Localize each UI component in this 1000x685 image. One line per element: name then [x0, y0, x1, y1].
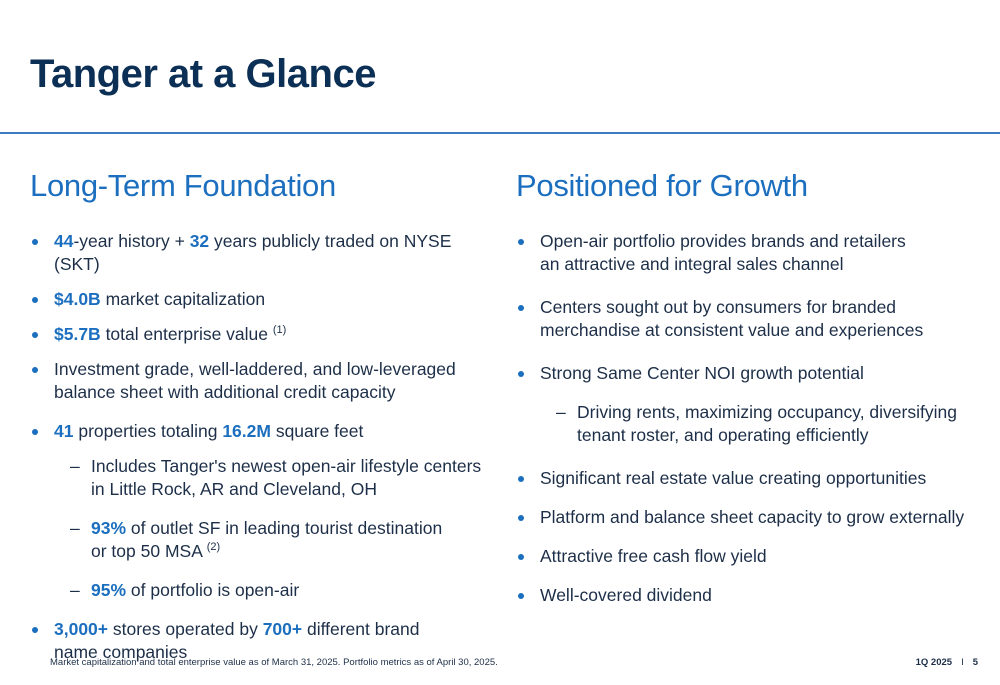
- item-text: of outlet SF in leading tourist destinat…: [126, 518, 443, 538]
- highlight-value: 16.2M: [222, 421, 271, 441]
- highlight-value: $5.7B: [54, 324, 101, 344]
- highlight-value: 41: [54, 421, 74, 441]
- page-number: 5: [972, 657, 978, 668]
- list-item: $4.0B market capitalization: [30, 288, 500, 311]
- right-bullet-list: Open-air portfolio provides brands and r…: [516, 230, 986, 607]
- highlight-value: 93%: [91, 518, 127, 538]
- list-item: 44-year history + 32 years publicly trad…: [30, 230, 500, 276]
- item-text: tenant roster, and operating efficiently: [577, 425, 869, 445]
- highlight-value: 95%: [91, 580, 127, 600]
- list-item: Attractive free cash flow yield: [516, 545, 986, 568]
- list-item: Well-covered dividend: [516, 584, 986, 607]
- item-text: Open-air portfolio provides brands and r…: [540, 231, 906, 251]
- item-text: Investment grade, well-laddered, and low…: [54, 359, 456, 379]
- item-text: -year history +: [73, 231, 190, 251]
- sub-list-item: 95% of portfolio is open-air: [30, 579, 500, 602]
- highlight-value: 44: [54, 231, 74, 251]
- highlight-value: 700+: [262, 619, 303, 639]
- footnote-marker: (1): [272, 324, 287, 336]
- footer-page-info: 1Q 2025 I 5: [916, 657, 978, 668]
- list-item: Platform and balance sheet capacity to g…: [516, 506, 986, 529]
- item-text: an attractive and integral sales channel: [540, 254, 844, 274]
- highlight-value: $4.0B: [54, 289, 101, 309]
- item-text: Centers sought out by consumers for bran…: [540, 297, 897, 317]
- left-bullet-list: 44-year history + 32 years publicly trad…: [30, 230, 500, 664]
- item-text: total enterprise value: [100, 324, 273, 344]
- right-column-heading: Positioned for Growth: [516, 168, 808, 203]
- header-divider: [0, 132, 1000, 134]
- list-item: Investment grade, well-laddered, and low…: [30, 358, 500, 404]
- page-title: Tanger at a Glance: [30, 52, 376, 96]
- item-text: market capitalization: [100, 289, 266, 309]
- footer-period: 1Q 2025: [915, 657, 953, 668]
- item-text: Driving rents, maximizing occupancy, div…: [577, 402, 957, 422]
- footer-separator: I: [961, 657, 964, 668]
- sub-list-item: Includes Tanger's newest open-air lifest…: [30, 455, 500, 501]
- item-text: Includes Tanger's newest open-air lifest…: [91, 456, 482, 476]
- footer-note: Market capitalization and total enterpri…: [50, 657, 498, 668]
- right-column: Positioned for Growth Open-air portfolio…: [516, 168, 986, 607]
- sub-list-item: Driving rents, maximizing occupancy, div…: [516, 401, 986, 447]
- item-text: merchandise at consistent value and expe…: [540, 320, 924, 340]
- list-item: Open-air portfolio provides brands and r…: [516, 230, 986, 276]
- highlight-value: 3,000+: [54, 619, 109, 639]
- list-item: $5.7B total enterprise value (1): [30, 323, 500, 346]
- item-text: years publicly traded on NYSE (SKT): [54, 231, 452, 274]
- left-column-heading: Long-Term Foundation: [30, 168, 336, 203]
- list-item: 41 properties totaling 16.2M square feet: [30, 420, 500, 443]
- sub-list-item: 93% of outlet SF in leading tourist dest…: [30, 517, 500, 563]
- list-item: Centers sought out by consumers for bran…: [516, 296, 986, 342]
- item-text: different brand: [302, 619, 420, 639]
- footnote-marker: (2): [206, 541, 221, 553]
- item-text: square feet: [270, 421, 364, 441]
- item-text: in Little Rock, AR and Cleveland, OH: [91, 479, 377, 499]
- left-column: Long-Term Foundation 44-year history + 3…: [30, 168, 500, 664]
- list-item: Significant real estate value creating o…: [516, 467, 986, 490]
- list-item: Strong Same Center NOI growth potential: [516, 362, 986, 385]
- item-text: name companies: [54, 642, 188, 662]
- list-item: 3,000+ stores operated by 700+ different…: [30, 618, 500, 664]
- item-text: of portfolio is open-air: [126, 580, 300, 600]
- item-text: or top 50 MSA: [91, 541, 207, 561]
- item-text: properties totaling: [73, 421, 223, 441]
- highlight-value: 32: [189, 231, 210, 251]
- item-text: balance sheet with additional credit cap…: [54, 382, 396, 402]
- item-text: stores operated by: [108, 619, 263, 639]
